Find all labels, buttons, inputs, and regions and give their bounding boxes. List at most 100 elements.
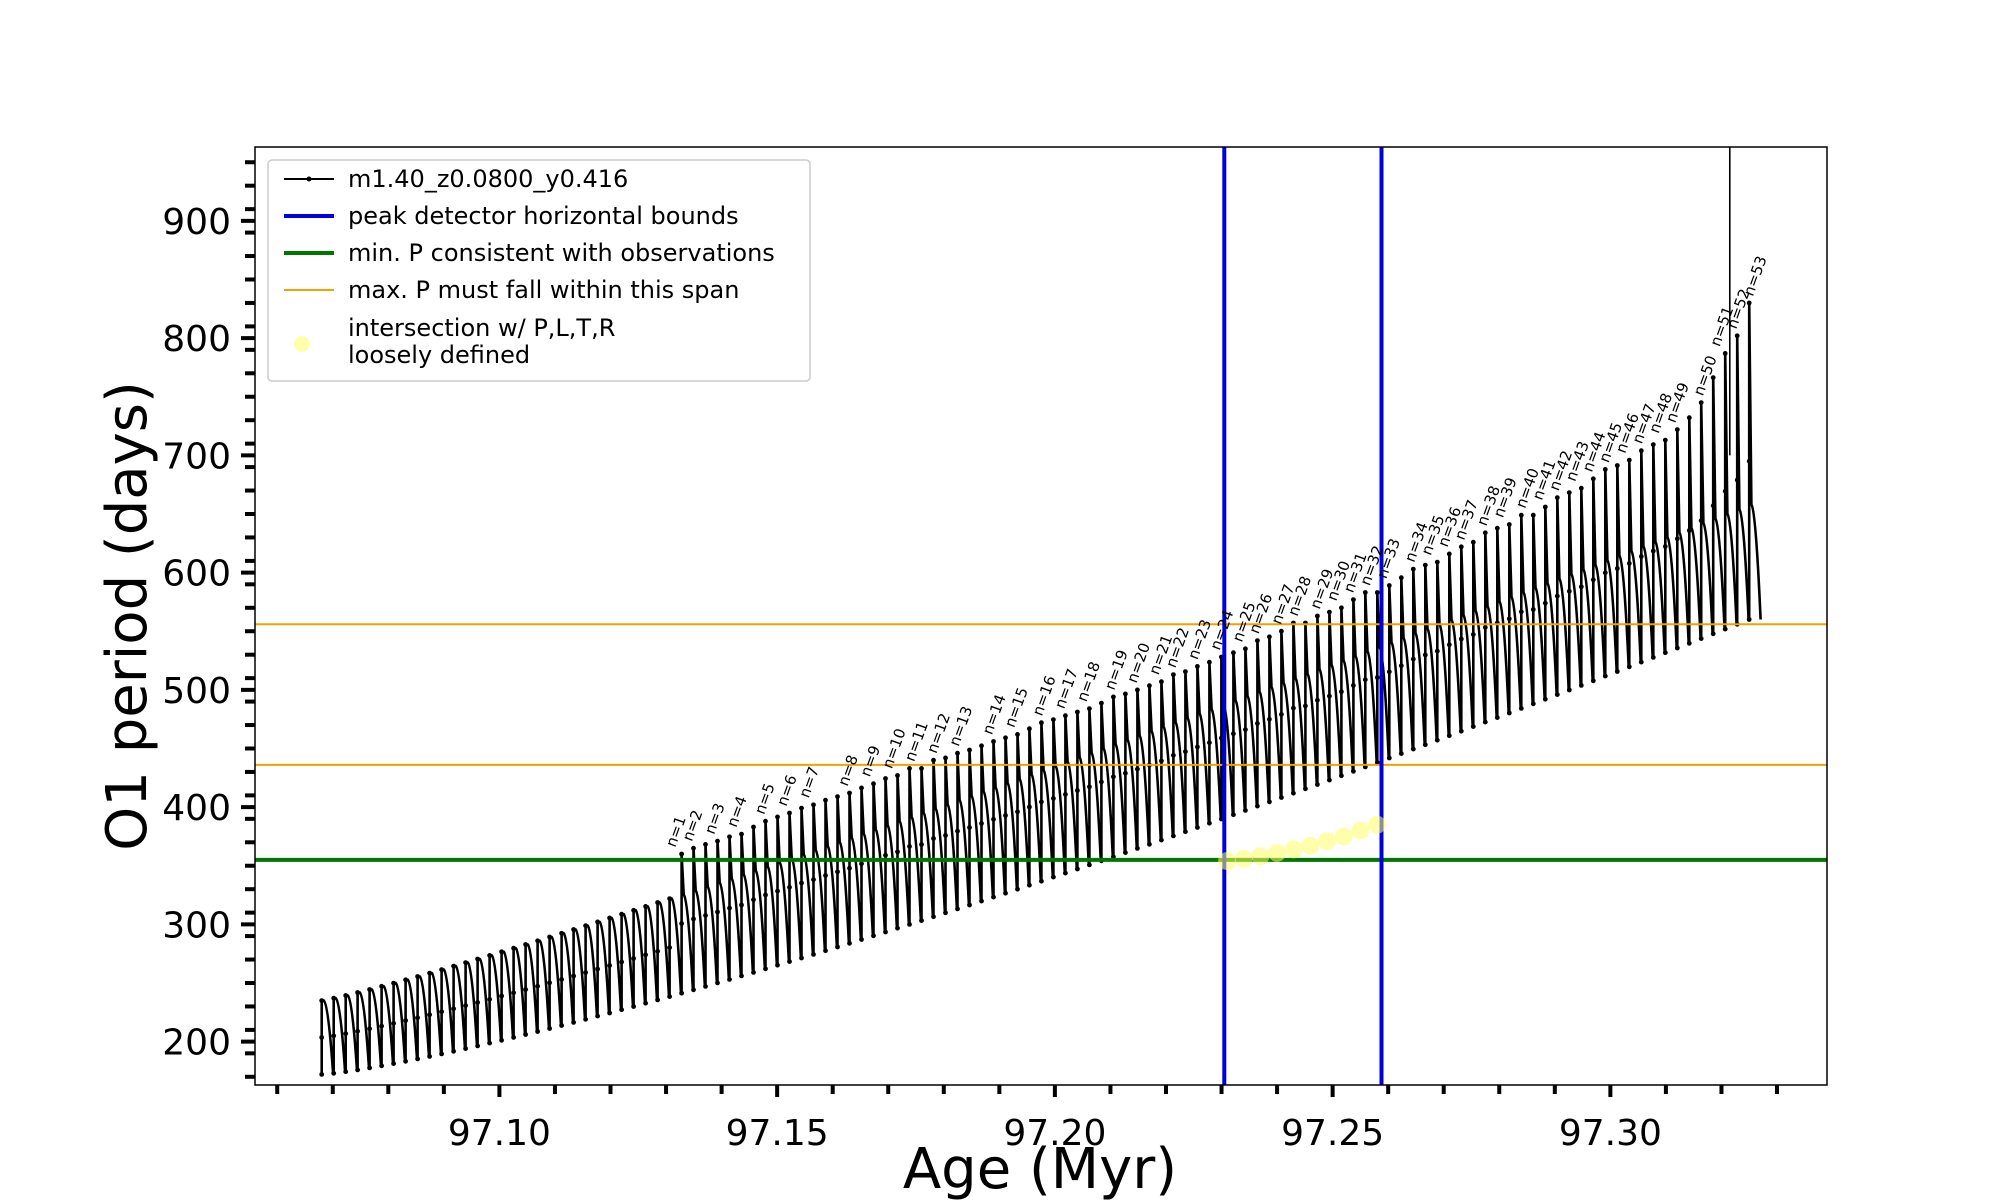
series-main-point: [1722, 351, 1728, 356]
series-main-point: [1722, 626, 1728, 632]
series-main-point: [859, 937, 864, 942]
series-main-point: [1710, 375, 1716, 380]
series-main-point: [379, 1063, 384, 1069]
series-main-point: [1674, 536, 1680, 542]
series-main-point: [1530, 512, 1536, 518]
intersection-point: [1284, 840, 1303, 859]
series-main-point: [427, 1054, 432, 1059]
series-main-point: [979, 743, 984, 749]
series-main-point: [1638, 448, 1644, 454]
series-main-point: [1351, 597, 1356, 602]
series-main-point: [1027, 726, 1032, 732]
series-main-point: [475, 1043, 480, 1049]
series-main-point: [1255, 803, 1260, 809]
series-main-point: [571, 1020, 576, 1025]
series-main-point: [1482, 530, 1488, 536]
series-main-point: [955, 906, 960, 912]
series-main-point: [451, 1006, 456, 1012]
intersection-point: [1251, 847, 1270, 866]
series-main-point: [403, 1018, 408, 1023]
series-main-point: [1458, 544, 1464, 550]
x-tick-label: 97.30: [1559, 1113, 1662, 1154]
series-main-point: [763, 818, 768, 824]
series-main-point: [1362, 590, 1368, 595]
legend-label: max. P must fall within this span: [348, 276, 739, 304]
series-main-point: [859, 861, 864, 867]
series-main-point: [895, 849, 900, 855]
series-main-point: [547, 1026, 552, 1031]
series-main-point: [1147, 683, 1152, 689]
series-main-point: [487, 1040, 492, 1046]
series-main-point: [403, 977, 408, 983]
series-main-point: [799, 805, 804, 811]
series-main-point: [1267, 716, 1272, 722]
series-main-point: [1746, 458, 1752, 464]
series-main-point: [1590, 577, 1596, 583]
series-main-point: [763, 966, 768, 972]
series-main-point: [1075, 866, 1080, 872]
series-main-point: [871, 781, 876, 787]
series-main-point: [319, 998, 325, 1003]
series-main-point: [847, 940, 852, 946]
series-main-point: [415, 1015, 420, 1021]
series-main-point: [1650, 655, 1656, 660]
x-tick-label: 97.10: [448, 1113, 551, 1154]
series-main-point: [1015, 886, 1020, 892]
series-main-point: [811, 952, 816, 957]
series-main-point: [1279, 628, 1284, 634]
series-main-point: [1291, 790, 1296, 796]
series-main-point: [1614, 566, 1620, 571]
series-main-point: [1339, 689, 1344, 695]
series-main-point: [1231, 650, 1236, 656]
legend-label: m1.40_z0.0800_y0.416: [348, 165, 628, 193]
series-main-point: [1362, 677, 1368, 683]
legend-label: loosely defined: [348, 341, 530, 369]
series-main-point: [1291, 705, 1296, 711]
series-main-point: [667, 896, 672, 901]
peak-label: n=7: [795, 764, 823, 800]
series-main-point: [319, 1072, 325, 1077]
series-main-point: [1746, 617, 1752, 622]
series-main-point: [1147, 841, 1152, 847]
series-main-point: [559, 1023, 564, 1028]
series-main-point: [1099, 779, 1104, 785]
series-main-point: [1446, 551, 1452, 557]
intersection-point: [1234, 849, 1253, 868]
series-main-point: [1674, 645, 1680, 651]
series-main-point: [1315, 782, 1320, 787]
series-main-point: [1051, 717, 1056, 722]
series-main-point: [1039, 720, 1044, 726]
series-main-point: [751, 970, 756, 975]
series-main-point: [751, 824, 756, 830]
series-main-point: [1662, 544, 1668, 549]
y-tick-label: 300: [162, 905, 231, 946]
series-main-point: [1171, 833, 1176, 839]
series-main-point: [1315, 697, 1320, 703]
series-main-point: [1003, 890, 1008, 896]
series-main-point: [991, 894, 996, 900]
series-main-point: [391, 980, 396, 986]
intersection-point: [1351, 821, 1370, 840]
series-main-point: [1614, 463, 1620, 468]
series-main-point: [1039, 878, 1044, 884]
series-main-point: [1303, 786, 1308, 792]
series-main-point: [667, 945, 672, 950]
series-main-point: [967, 902, 972, 908]
series-main-point: [691, 845, 696, 851]
series-main-point: [499, 949, 504, 955]
series-main-point: [679, 851, 684, 857]
series-main-point: [1542, 600, 1548, 606]
series-main-point: [1243, 727, 1248, 732]
series-main-point: [1626, 457, 1632, 463]
series-main-point: [715, 909, 720, 915]
series-main-point: [355, 1067, 360, 1073]
series-main-point: [463, 960, 468, 965]
series-main-point: [1410, 746, 1416, 752]
x-tick-label: 97.20: [1003, 1113, 1106, 1154]
y-tick-label: 200: [162, 1023, 231, 1064]
series-main-point: [991, 739, 996, 744]
series-main-point: [1626, 561, 1632, 566]
series-main-point: [1015, 809, 1020, 815]
